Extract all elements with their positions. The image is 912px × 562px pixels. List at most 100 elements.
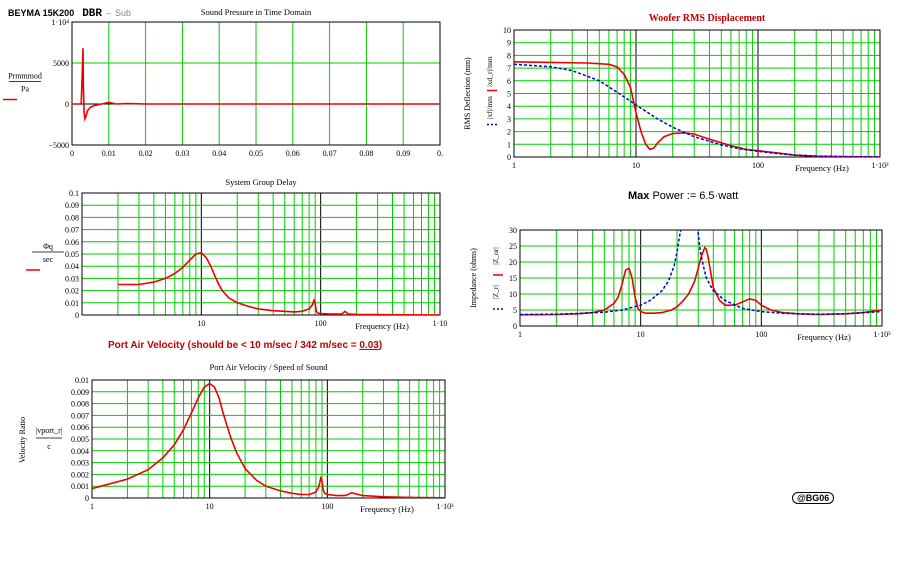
delay-ytick-label: 0.02 [65, 287, 79, 296]
pressure-xtick-label: 0.02 [139, 149, 153, 158]
impedance-xtick-label: 10 [637, 330, 645, 339]
delay-ylabel: Φq [43, 242, 53, 251]
pressure-xtick-label: 0.01 [102, 149, 116, 158]
max-power-label: Max [628, 190, 650, 202]
velocity-ytick-label: 0.006 [71, 423, 89, 432]
pressure-xtick-label: 0.06 [286, 149, 300, 158]
variant-label: Sub [115, 8, 132, 18]
displacement-xtick-label: 1·10³ [871, 161, 889, 170]
impedance-xtick-label: 100 [755, 330, 767, 339]
delay-ylabel-unit: sec [43, 255, 54, 264]
impedance-ytick-label: 30 [509, 226, 517, 235]
port-velocity-close: ) [378, 340, 383, 351]
displacement-series-blue-line [514, 63, 880, 157]
velocity-ytick-label: 0.004 [71, 447, 89, 456]
impedance-ytick-label: 15 [509, 274, 517, 283]
impedance-ytick-label: 10 [509, 290, 517, 299]
pressure-xtick-label: 0.04 [212, 149, 226, 158]
displacement-ytick-label: 3 [507, 115, 511, 124]
pressure-xtick-label: 0 [70, 149, 74, 158]
displacement-series-red-line [514, 61, 880, 157]
pressure-xtick-label: 0.09 [396, 149, 410, 158]
velocity-ytick-label: 0.008 [71, 400, 89, 409]
pressure-ytick-label: 0 [65, 100, 69, 109]
velocity-xtick-label: 1·10³ [436, 502, 454, 511]
delay-ytick-label: 0 [75, 311, 79, 320]
delay-ytick-label: 0.05 [65, 250, 79, 259]
velocity-xtick-label: 100 [321, 502, 333, 511]
impedance-xlabel: Frequency (Hz) [797, 332, 851, 342]
author-badge: @BG06 [792, 492, 835, 504]
delay-title: System Group Delay [225, 177, 297, 187]
impedance-ytick-label: 0 [513, 322, 517, 331]
displacement-legend-red-label: |xd_r|/mm [485, 56, 494, 87]
pressure-xtick-label: 0.07 [323, 149, 337, 158]
displacement-legend-blue-label: |xf|/mm [485, 96, 494, 119]
delay-ytick-label: 0.04 [65, 262, 79, 271]
separator-label: – [106, 8, 112, 18]
displacement-ytick-label: 0 [507, 153, 511, 162]
displacement-xtick-label: 10 [632, 161, 640, 170]
velocity-ylabel: Velocity Ratio [18, 417, 27, 463]
velocity-ytick-label: 0.001 [71, 482, 89, 491]
delay-ytick-label: 0.07 [65, 226, 79, 235]
displacement-ytick-label: 10 [503, 26, 511, 35]
impedance-series-blue-line [520, 230, 882, 316]
pressure-xtick-label: 0.03 [175, 149, 189, 158]
pressure-ylabel-unit: Pa [21, 85, 29, 94]
velocity-series-red-line [92, 382, 445, 498]
velocity-xlabel: Frequency (Hz) [360, 504, 414, 514]
displacement-xtick-label: 100 [752, 161, 764, 170]
delay-xtick-label: 100 [315, 319, 327, 328]
delay-ytick-label: 0.1 [69, 189, 79, 198]
pressure-xtick-label: 0.05 [249, 149, 263, 158]
displacement-ytick-label: 1 [507, 140, 511, 149]
delay-xlabel: Frequency (Hz) [355, 321, 409, 331]
port-velocity-text: Port Air Velocity (should be < 10 m/sec … [108, 340, 360, 351]
impedance-xtick-label: 1·10³ [873, 330, 891, 339]
pressure-series-red-line [72, 48, 440, 122]
page-header: BEYMA 15K200 DBR – Sub [8, 3, 131, 21]
velocity-ylabel-c: c [47, 442, 51, 451]
pressure-xtick-label: 0. [437, 149, 443, 158]
impedance-legend-red-label: |Z_or| [491, 247, 500, 265]
velocity-ytick-label: 0.002 [71, 470, 89, 479]
velocity-title: Port Air Velocity / Speed of Sound [210, 362, 329, 372]
port-velocity-heading: Port Air Velocity (should be < 10 m/sec … [108, 340, 382, 351]
pressure-frame [71, 21, 441, 146]
displacement-ytick-label: 6 [507, 77, 511, 86]
pressure-ytick-label: −5000 [48, 141, 69, 150]
velocity-ytick-label: 0.01 [75, 376, 89, 385]
displacement-ytick-label: 4 [507, 102, 511, 111]
delay-xtick-label: 10 [197, 319, 205, 328]
impedance-ytick-label: 20 [509, 258, 517, 267]
velocity-xtick-label: 10 [206, 502, 214, 511]
impedance-series-red-line [520, 246, 882, 316]
delay-frame [81, 192, 441, 316]
impedance-frame [519, 229, 883, 327]
velocity-ytick-label: 0 [85, 494, 89, 503]
displacement-title: Woofer RMS Displacement [649, 13, 766, 24]
velocity-ytick-label: 0.005 [71, 435, 89, 444]
delay-series-red-line [117, 251, 440, 315]
displacement-ytick-label: 5 [507, 90, 511, 99]
delay-ytick-label: 0.09 [65, 201, 79, 210]
port-velocity-value: 0.03 [359, 340, 379, 351]
impedance-legend-blue-label: |Z_r| [491, 285, 500, 299]
pressure-ylabel: Prmmmod [8, 72, 42, 81]
displacement-ylabel: RMS Deflection (mm) [463, 57, 472, 130]
displacement-xlabel: Frequency (Hz) [795, 163, 849, 173]
pressure-xtick-label: 0.08 [359, 149, 373, 158]
impedance-ylabel: Impedance (ohms) [469, 248, 478, 308]
pressure-ytick-label: 5000 [53, 59, 69, 68]
delay-ytick-label: 0.01 [65, 299, 79, 308]
impedance-ytick-label: 25 [509, 242, 517, 251]
velocity-ytick-label: 0.003 [71, 459, 89, 468]
model-label: DBR [82, 8, 103, 20]
delay-ytick-label: 0.06 [65, 238, 79, 247]
delay-ytick-label: 0.03 [65, 274, 79, 283]
max-power-readout: Max Power := 6.5·watt [628, 190, 738, 202]
brand-label: BEYMA 15K200 [8, 8, 75, 18]
max-power-value: Power := 6.5·watt [649, 190, 739, 202]
